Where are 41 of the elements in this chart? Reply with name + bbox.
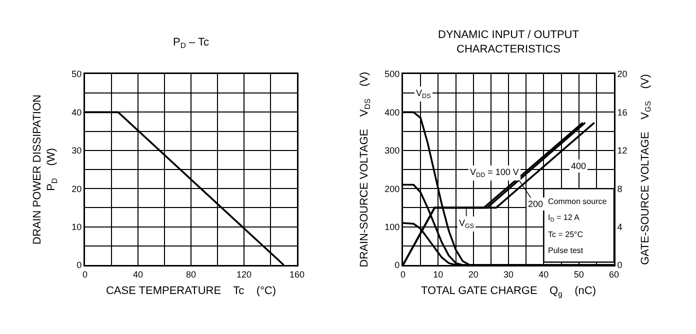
- y2-tick-label: 0: [617, 260, 622, 270]
- y-tick-label: 300: [384, 146, 400, 156]
- x-axis-title: CASE TEMPERATURE Tc (°C): [106, 285, 276, 298]
- text: TOTAL GATE CHARGE Q$_{g}$ (nC): [420, 285, 596, 299]
- annotation: Common source: [548, 197, 608, 206]
- x-tick-label: 120: [236, 269, 252, 280]
- chart-title: P$_{D}$ – Tc: [173, 36, 210, 50]
- y-tick-label: 30: [72, 146, 82, 156]
- x-tick-label: 80: [186, 269, 196, 280]
- y-tick-label: 10: [72, 222, 82, 232]
- x-tick-label: 160: [289, 269, 305, 280]
- annotation: 400: [571, 161, 586, 171]
- y2-tick-label: 16: [617, 107, 628, 118]
- y-tick-label: 200: [384, 184, 400, 194]
- x-tick-label: 10: [433, 269, 444, 280]
- y2-tick-label: 8: [617, 184, 622, 194]
- y2-tick-label: 20: [617, 69, 628, 80]
- y-tick-label: 400: [384, 107, 400, 118]
- annotation: I$_{D}$ = 12 A: [548, 213, 580, 224]
- x-tick-label: 60: [608, 269, 620, 280]
- y2-tick-label: 4: [617, 222, 622, 232]
- x-tick-label: 30: [503, 269, 514, 280]
- y-tick-label: 0: [394, 260, 400, 270]
- annotation: V$_{DD}$ = 100 V: [470, 167, 519, 179]
- x-tick-label: 50: [574, 269, 584, 280]
- annotation: 200: [528, 199, 544, 209]
- y2-tick-label: 12: [617, 146, 628, 156]
- x-tick-label: 40: [132, 269, 144, 280]
- y-tick-label: 50: [72, 69, 82, 80]
- y-tick-label: 100: [384, 222, 400, 232]
- x-tick-label: 40: [538, 269, 549, 280]
- y-tick-label: 20: [72, 184, 82, 194]
- annotation: Tc = 25°C: [548, 230, 584, 239]
- annotation: V$_{GS}$: [459, 218, 474, 230]
- y-tick-label: 40: [72, 107, 82, 118]
- y-tick-label: 500: [384, 69, 400, 80]
- annotation: V$_{DS}$: [416, 88, 431, 100]
- annotation: Pulse test: [548, 246, 584, 255]
- y-tick-label: 0: [76, 260, 82, 270]
- x-tick-label: 20: [468, 269, 478, 280]
- chart-title: DYNAMIC INPUT / OUTPUT CHARACTERISTICS: [438, 29, 580, 56]
